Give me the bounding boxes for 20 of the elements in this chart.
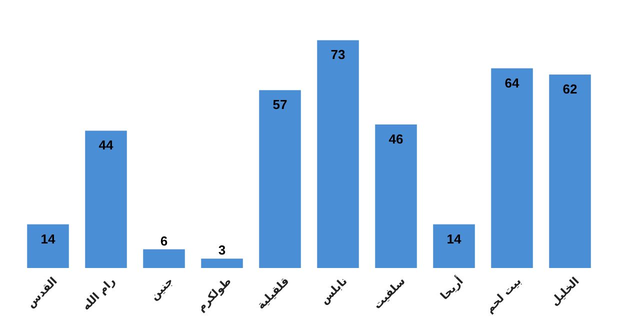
x-tick-label: جنين	[148, 274, 176, 303]
data-label: 44	[98, 138, 114, 153]
x-tick-label: رام الله	[80, 274, 118, 313]
data-label: 73	[330, 47, 346, 62]
data-label: 62	[562, 82, 578, 97]
x-tick-label: أريحا	[437, 274, 466, 302]
data-label: 14	[446, 231, 462, 246]
data-label: 46	[388, 131, 404, 146]
data-label: 64	[504, 75, 520, 90]
x-tick-label: القدس	[24, 274, 60, 310]
x-tick-label: سلفيت	[370, 274, 408, 312]
x-tick-label: طولكرم	[194, 274, 234, 314]
data-label: 3	[218, 242, 226, 258]
x-tick-label: بيت لحم	[482, 274, 524, 316]
data-label: 6	[160, 233, 168, 248]
x-tick-label: نابلس	[318, 274, 350, 307]
x-tick-label: قلقيلية	[254, 274, 292, 312]
data-label: 14	[40, 231, 56, 246]
data-label: 57	[272, 97, 288, 112]
x-tick-label: الخليل	[548, 274, 582, 308]
